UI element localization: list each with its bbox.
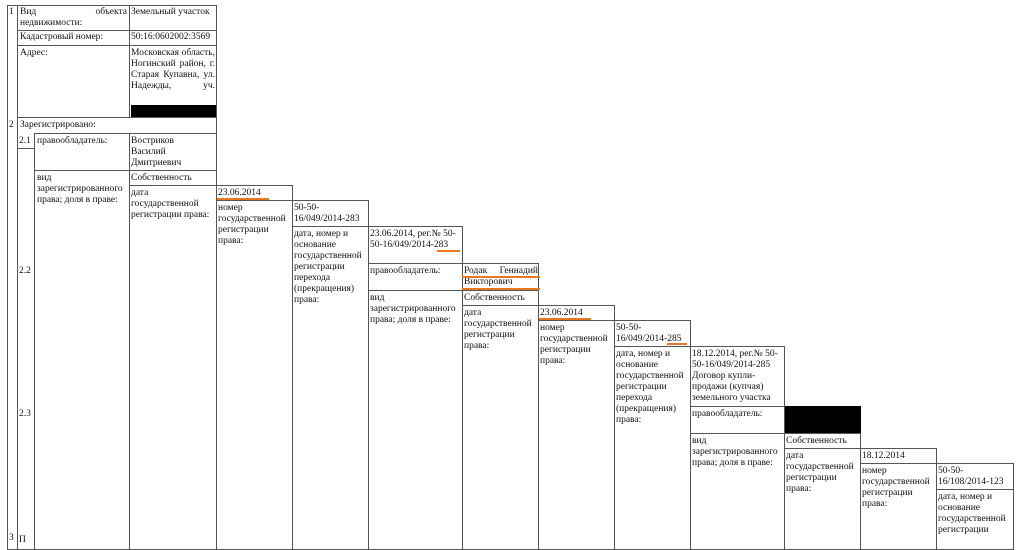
record2-number-value: 50-50-16/049/2014-285 xyxy=(616,323,682,344)
record3-holder-redaction xyxy=(785,406,861,434)
record1-basis-value: 23.06.2014, рег.№ 50-50-16/049/2014-283 xyxy=(370,229,456,250)
section-number-2-1: 2.1 xyxy=(19,136,31,146)
record1-right-label: вид зарегистрированного права; доля в пр… xyxy=(37,173,123,205)
record1-right-label-cell xyxy=(34,170,130,550)
record3-right-label: вид зарегистрированного права; доля в пр… xyxy=(692,436,778,468)
record2-holder-label: правообладатель: xyxy=(370,266,441,276)
record3-basis-label: дата, номер и основание государственной … xyxy=(938,492,1006,535)
record2-date-label: дата государственной регистрации права: xyxy=(464,308,532,351)
section-number-2-3: 2.3 xyxy=(19,409,31,419)
record3-number-label: номер государственной регистрации права: xyxy=(862,466,930,509)
object-type-value: Земельный участок xyxy=(131,7,210,17)
record1-holder-value: Востриков Василий Дмитриевич xyxy=(131,136,182,168)
table-frame-col-subnumber xyxy=(17,148,35,550)
record3-holder-label: правообладатель: xyxy=(692,409,763,419)
address-value: Московская область, Ногинский район, г. … xyxy=(131,48,215,91)
record3-number-label-cell xyxy=(860,463,937,550)
record3-number-value: 50-50-16/108/2014-123 xyxy=(938,466,1004,487)
record2-holder-value: Родак Геннадий Викторович xyxy=(464,266,538,287)
record3-basis-label-cell xyxy=(936,489,1014,550)
section-number-3: 3 xyxy=(9,533,14,543)
record1-holder-label: правообладатель: xyxy=(37,136,108,146)
record2-date-label-cell xyxy=(462,305,539,550)
object-type-label: Вид объекта недвижимости: xyxy=(20,7,127,28)
record3-date-value: 18.12.2014 xyxy=(862,451,905,461)
record1-number-label-cell xyxy=(216,200,293,550)
record1-date-label-cell xyxy=(129,185,217,550)
record2-holder-label-cell xyxy=(368,263,463,291)
section-number-2-2: 2.2 xyxy=(19,266,31,276)
record2-right-value: Собственность xyxy=(464,293,525,303)
record3-right-value: Собственность xyxy=(786,436,847,446)
record1-right-value: Собственность xyxy=(131,173,192,183)
highlight-record2-date xyxy=(539,318,591,320)
address-redaction xyxy=(131,105,216,118)
record2-right-label-cell xyxy=(368,290,463,550)
last-row-stub: П xyxy=(19,535,26,545)
highlight-record2-holder-line2 xyxy=(462,288,540,290)
highlight-record2-number xyxy=(667,343,687,345)
record3-number-value-cell xyxy=(936,463,1014,490)
highlight-record1-basis-number xyxy=(437,250,460,252)
record1-number-label: номер государственной регистрации права: xyxy=(218,203,286,246)
record2-number-label-cell xyxy=(538,320,615,550)
cadastral-label: Кадастровый номер: xyxy=(20,32,104,42)
record2-number-value-cell xyxy=(614,320,691,347)
record2-basis-value-cell xyxy=(690,346,785,407)
registered-label: Зарегистрировано: xyxy=(20,120,96,130)
section-number-1: 1 xyxy=(9,7,14,17)
record1-date-label: дата государственной регистрации права: xyxy=(131,188,210,220)
record1-number-value: 50-50-16/049/2014-283 xyxy=(294,203,360,224)
record1-basis-label: дата, номер и основание государственной … xyxy=(294,229,362,305)
section-number-2: 2 xyxy=(9,120,14,130)
record2-basis-label-cell xyxy=(614,346,691,550)
record2-date-value: 23.06.2014 xyxy=(540,308,583,318)
record2-number-label: номер государственной регистрации права: xyxy=(540,323,608,366)
record2-right-label: вид зарегистрированного права; доля в пр… xyxy=(370,293,456,325)
record2-basis-value: 18.12.2014, рег.№ 50-50-16/049/2014-285 … xyxy=(692,349,778,403)
record2-basis-label: дата, номер и основание государственной … xyxy=(616,349,684,425)
highlight-record1-date xyxy=(217,198,269,200)
highlight-record2-holder-line1 xyxy=(462,276,540,278)
record3-date-label-cell xyxy=(784,448,861,550)
record3-holder-label-cell xyxy=(690,406,785,434)
address-label: Адрес: xyxy=(20,48,48,58)
record3-date-label: дата государственной регистрации права: xyxy=(786,451,854,494)
record1-date-value: 23.06.2014 xyxy=(218,188,261,198)
cadastral-value: 50:16:0602002:3569 xyxy=(131,32,211,42)
